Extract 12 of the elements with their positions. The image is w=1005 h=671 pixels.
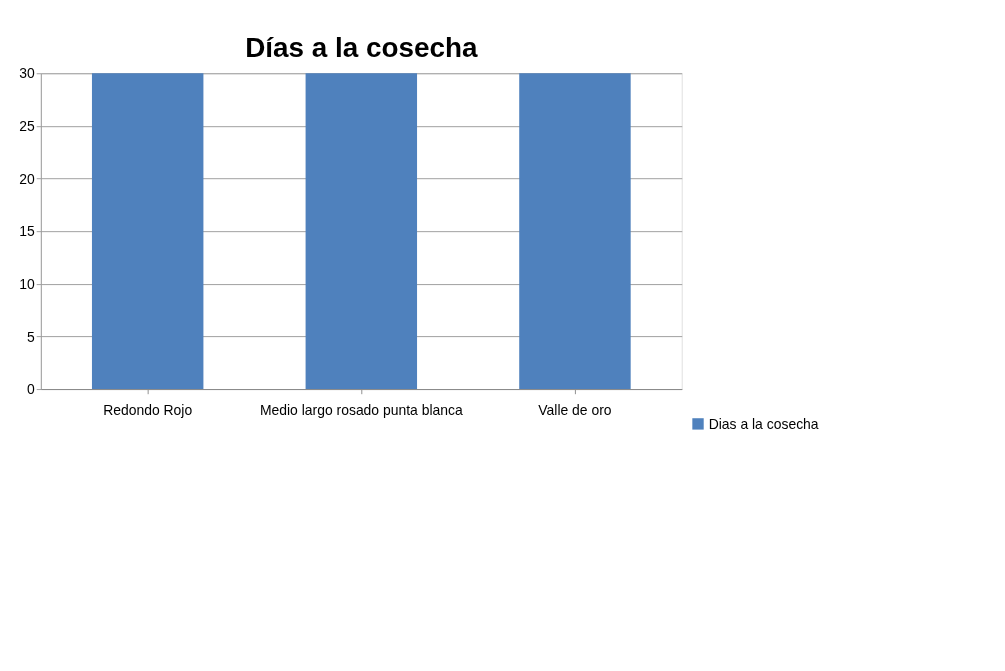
y-tick-label: 25 <box>19 118 36 135</box>
y-tick-label: 5 <box>27 328 36 345</box>
x-tick-label: Medio largo rosado punta blanca <box>259 401 463 418</box>
y-tick-label: 30 <box>19 65 36 82</box>
y-tick-label: 20 <box>19 170 36 187</box>
y-tick-label: 10 <box>19 275 36 292</box>
chart-title: Días a la cosecha <box>245 32 478 64</box>
legend-label: Dias a la cosecha <box>708 415 819 432</box>
x-tick-label: Valle de oro <box>538 401 612 418</box>
y-tick-label: 15 <box>19 223 36 240</box>
x-tick-label: Redondo Rojo <box>103 401 193 418</box>
y-tick-label: 0 <box>27 381 36 398</box>
